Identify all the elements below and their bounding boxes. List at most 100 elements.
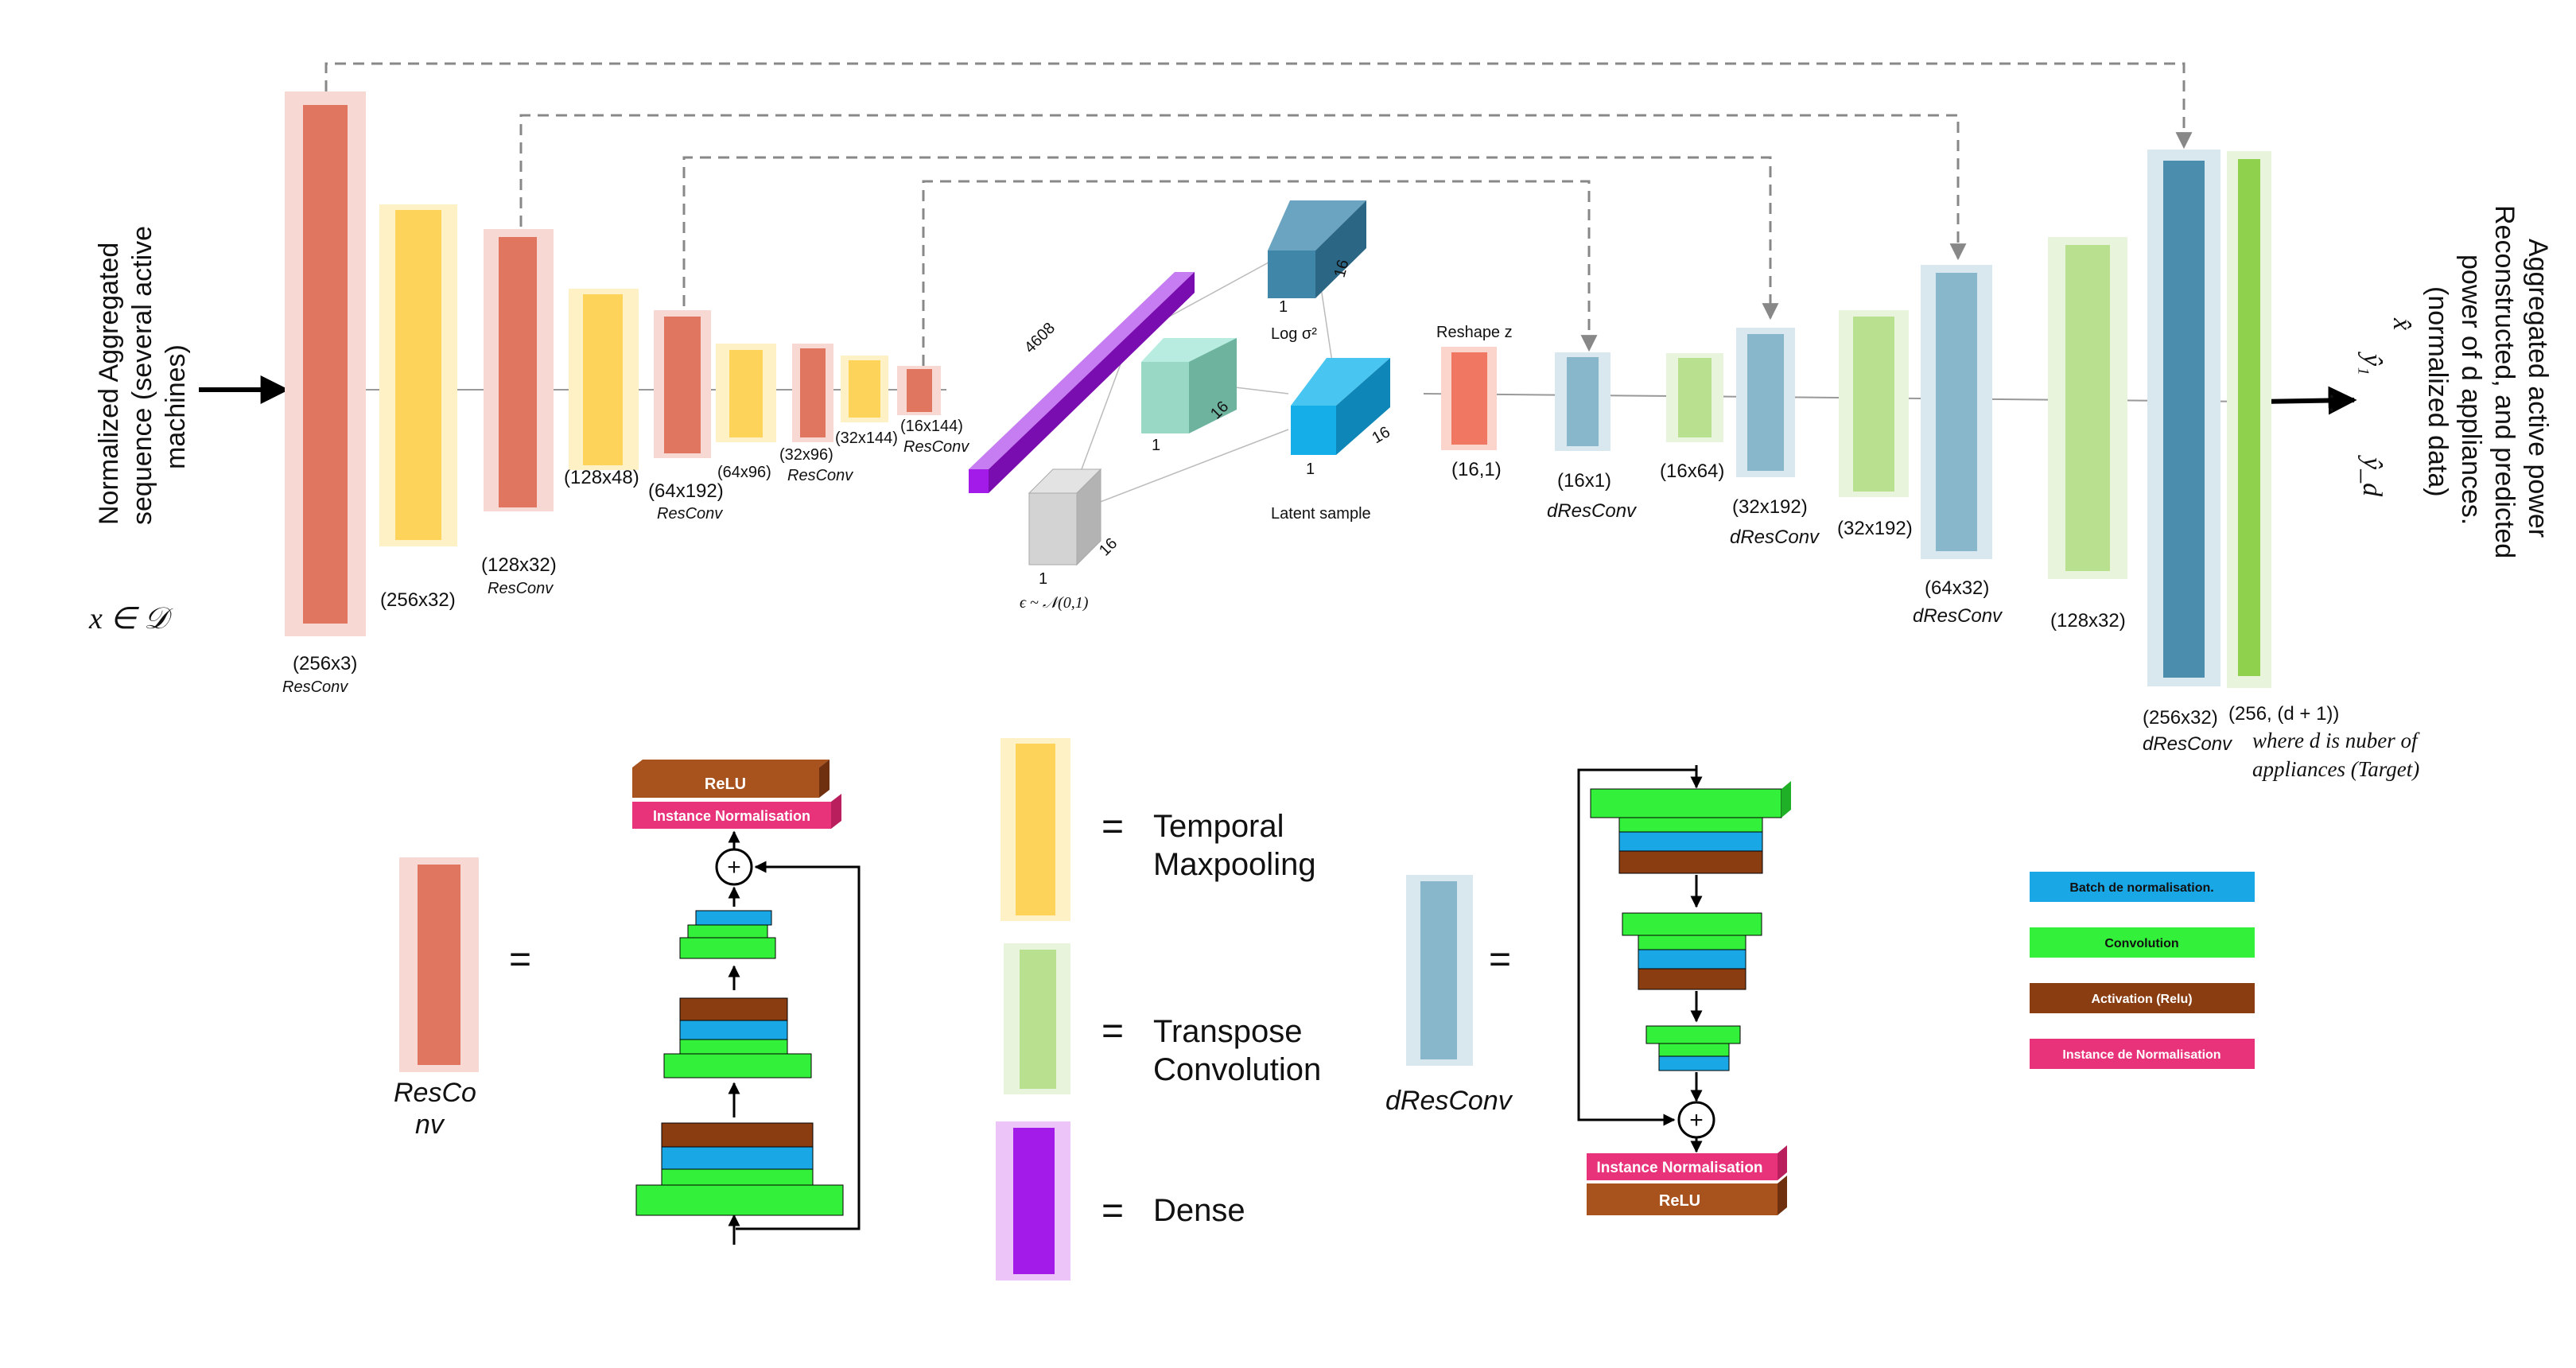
legend-layer-types: = Temporal Maxpooling = Transpose Convol… [996,738,1321,1281]
dense-size-label: 4608 [1021,320,1059,357]
dresconv-instance-norm-bar [1587,1153,1778,1180]
label-256x32: (256x32) [380,589,456,611]
latent-labels: 4608 1 16 ϵ ~ 𝒩(0,1) 1 16 1 16 Log σ² 1 … [1020,258,1513,612]
output-title-line-2: Reconstructed, and predicted [2489,205,2520,558]
encoder-block-maxpool-128x48 [583,294,623,465]
key-instance-norm-swatch [2030,1039,2255,1069]
key-batch-norm-label: Batch de normalisation. [2069,881,2213,895]
dense-layer-4608 [969,272,1195,493]
reshape-block [1451,352,1487,445]
decoder-labels: (16x1) dResConv (16x64) (32x192) dResCon… [1547,461,2420,781]
resconv-instance-norm-bar [632,802,831,829]
label-32x192: (32x192) [1732,496,1808,518]
output-symbol-yd: ŷ_d [2357,455,2387,497]
output-title-line-3: power of d appliances. [2456,255,2486,525]
output-symbol-dots: . . [2324,394,2353,414]
label-16x1: (16x1) [1557,470,1611,492]
skip-connection-1 [324,62,2193,150]
epsilon-label: ϵ ~ 𝒩(0,1) [1020,594,1089,612]
latent-space [969,200,1497,566]
key-instance-norm-label: Instance de Normalisation [2062,1048,2220,1062]
label-64x192-kind: ResConv [657,505,723,523]
label-output-size: (256, (d + 1)) [2228,703,2339,725]
encoder-block-maxpool-256x32 [395,210,441,540]
label-256x32-dec: (256x32) [2143,707,2218,729]
color-key: Batch de normalisation. Convolution Acti… [2030,872,2255,1069]
resconv-block-diagram: ReLU Instance Normalisation + [632,760,861,1245]
legend-maxpool-swatch [1016,744,1055,915]
output-symbol-xhat: x̂ [2388,317,2417,330]
encoder-labels: (256x3) ResConv (256x32) (128x32) ResCon… [282,418,969,696]
latent-connectors [1081,262,1333,510]
dresconv-relu-bar [1587,1183,1778,1215]
skip-connection-4 [922,180,1598,366]
key-convolution-label: Convolution [2104,937,2178,950]
legend-maxpool-label-2: Maxpooling [1153,847,1316,882]
target-note-line-2: appliances (Target) [2252,757,2419,781]
label-128x32-dec: (128x32) [2050,610,2126,632]
legend-maxpool-label-1: Temporal [1153,809,1284,844]
latent-sixteen: 16 [1370,423,1393,447]
label-256x3-kind: ResConv [282,678,348,696]
legend-resconv-label-1: ResCo [394,1078,476,1108]
key-batch-norm-swatch [2030,872,2255,902]
encoder-block-maxpool-64x96 [729,350,763,437]
key-activation-label: Activation (Relu) [2091,993,2192,1006]
input-math: x ∈ 𝒟 [88,602,173,635]
encoder-block-resconv-128x32 [499,237,537,507]
legend-dresconv-swatch [1420,881,1457,1059]
decoder-block-dresconv-64x32 [1936,273,1977,551]
key-convolution-swatch [2030,927,2255,958]
skip-connections [324,62,2193,366]
reshape-size-label: (16,1) [1451,459,1502,480]
legend-resconv: = ResCo nv [394,857,531,1140]
encoder-blocks [285,91,941,636]
output-symbol-y1: ŷ₁ [2357,352,2387,375]
label-32x192-b: (32x192) [1837,518,1913,539]
label-128x32: (128x32) [481,554,557,576]
epsilon-one: 1 [1039,570,1047,588]
dresconv-relu-label: ReLU [1659,1192,1700,1210]
input-labels: Normalized Aggregated sequence (several … [88,226,191,635]
input-title-line-1: Normalized Aggregated [94,243,124,525]
key-activation-swatch [2030,983,2255,1013]
label-64x192: (64x192) [648,480,724,502]
legend-transpose-label-1: Transpose [1153,1014,1303,1049]
resconv-relu-label: ReLU [705,775,746,793]
legend-resconv-label-2: nv [415,1110,445,1140]
encoder-block-resconv-64x192 [664,317,701,453]
legend-dresconv-equals: = [1489,939,1511,981]
dresconv-block-diagram: + Instance Normalisation ReLU [1577,765,1791,1215]
label-16x144-kind: ResConv [903,438,969,456]
resconv-instance-norm-label: Instance Normalisation [653,808,810,824]
label-128x48: (128x48) [564,467,639,488]
input-title-line-3: machines) [161,344,191,469]
dresconv-instance-norm-label: Instance Normalisation [1596,1160,1762,1176]
logvar-label: Log σ² [1271,325,1317,343]
label-16x144: (16x144) [900,418,963,435]
label-32x96: (32x96) [779,446,833,464]
encoder-block-maxpool-32x144 [849,360,880,418]
decoder-block-transpose-16x64 [1678,358,1712,437]
legend-transpose-equals: = [1102,1010,1124,1052]
encoder-block-resconv-32x96 [800,348,826,437]
decoder-blocks [1555,150,2271,688]
label-16x1-kind: dResConv [1547,500,1638,522]
reshape-label: Reshape z [1436,324,1513,341]
legend-dense-equals: = [1102,1190,1124,1232]
label-256x3: (256x3) [293,653,357,674]
input-title-line-2: sequence (several active [127,226,157,525]
decoder-block-dresconv-32x192 [1747,334,1784,471]
legend-dresconv: = dResConv [1385,875,1513,1116]
decoder-block-transpose-128x32 [2065,245,2110,571]
latent-sample-label: Latent sample [1271,505,1371,523]
latent-one: 1 [1306,461,1315,478]
label-16x64: (16x64) [1660,461,1724,482]
legend-transpose-swatch [1020,950,1056,1089]
epsilon-cube [1028,468,1102,566]
dresconv-add-symbol: + [1689,1107,1704,1133]
latent-sample-cube [1291,358,1390,455]
label-32x192-kind: dResConv [1730,527,1820,548]
legend-maxpool-equals: = [1102,806,1124,848]
